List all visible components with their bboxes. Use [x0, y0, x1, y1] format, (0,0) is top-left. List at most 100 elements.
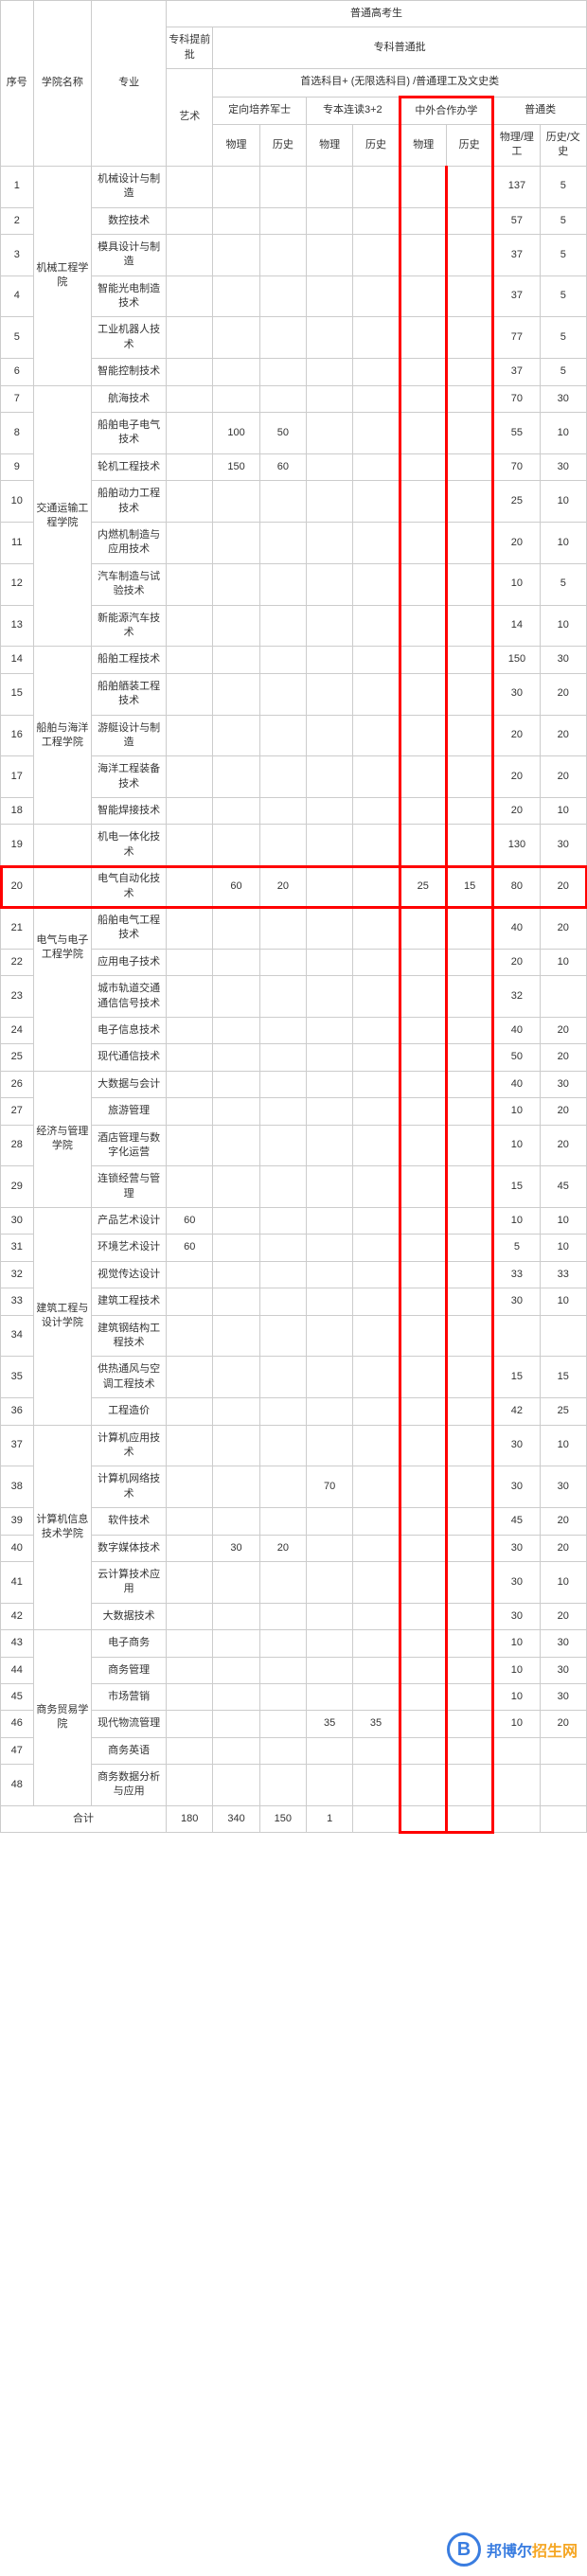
cell-major: 云计算技术应用 [92, 1561, 167, 1603]
cell-value: 37 [493, 234, 540, 275]
cell-value [213, 1508, 259, 1535]
cell-value [306, 1535, 352, 1561]
cell-major: 市场营销 [92, 1683, 167, 1710]
cell-value [167, 1657, 213, 1683]
cell-major: 商务数据分析与应用 [92, 1765, 167, 1806]
cell-value [259, 1166, 306, 1208]
cell-value [446, 605, 492, 647]
cell-value: 30 [540, 1683, 586, 1710]
cell-value [167, 1166, 213, 1208]
cell-major: 智能控制技术 [92, 359, 167, 385]
cell-value [446, 1765, 492, 1806]
cell-value [400, 1425, 446, 1466]
cell-value [259, 1561, 306, 1603]
cell-value [446, 1398, 492, 1425]
cell-major: 数字媒体技术 [92, 1535, 167, 1561]
cell-value [306, 1398, 352, 1425]
cell-value [446, 1466, 492, 1508]
cell-major: 汽车制造与试验技术 [92, 563, 167, 605]
cell-major: 船舶舾装工程技术 [92, 673, 167, 715]
cell-value [400, 207, 446, 234]
cell-value [400, 1315, 446, 1357]
cell-college: 交通运输工程学院 [33, 385, 92, 647]
cell-seq: 34 [1, 1315, 34, 1357]
cell-value [353, 866, 400, 908]
total-row: 合计1803401501 [1, 1805, 587, 1832]
cell-value [446, 522, 492, 563]
cell-seq: 48 [1, 1765, 34, 1806]
cell-value: 30 [213, 1535, 259, 1561]
cell-value: 15 [493, 1166, 540, 1208]
cell-value [400, 1017, 446, 1043]
cell-value [213, 1017, 259, 1043]
cell-value [167, 1071, 213, 1097]
cell-value: 5 [540, 563, 586, 605]
site-logo: B 邦博尔招生网 [447, 2532, 578, 2567]
cell-value: 10 [540, 522, 586, 563]
cell-major: 酒店管理与数字化运营 [92, 1125, 167, 1166]
cell-value: 10 [540, 798, 586, 825]
cell-value: 60 [167, 1208, 213, 1235]
cell-value [213, 385, 259, 412]
cell-seq: 46 [1, 1711, 34, 1737]
cell-value [400, 1235, 446, 1261]
cell-major: 海洋工程装备技术 [92, 756, 167, 798]
cell-value [353, 673, 400, 715]
cell-value: 25 [493, 481, 540, 523]
cell-value [213, 798, 259, 825]
cell-value [259, 207, 306, 234]
cell-value [167, 756, 213, 798]
cell-value: 77 [493, 317, 540, 359]
cell-value [259, 317, 306, 359]
cell-seq: 8 [1, 413, 34, 454]
cell-value [306, 1071, 352, 1097]
cell-value [167, 359, 213, 385]
cell-value [353, 1630, 400, 1657]
cell-seq: 29 [1, 1166, 34, 1208]
header-history-lit: 历史/文史 [540, 124, 586, 166]
cell-value [306, 1425, 352, 1466]
cell-value [306, 908, 352, 950]
cell-value [400, 1737, 446, 1764]
cell-seq: 41 [1, 1561, 34, 1603]
cell-value [400, 563, 446, 605]
cell-value [306, 866, 352, 908]
cell-major: 大数据技术 [92, 1603, 167, 1629]
cell-college: 经济与管理学院 [33, 1071, 92, 1207]
cell-value: 30 [493, 1603, 540, 1629]
cell-value [353, 1235, 400, 1261]
cell-value [400, 647, 446, 673]
table-row: 7交通运输工程学院航海技术7030 [1, 385, 587, 412]
cell-seq: 31 [1, 1235, 34, 1261]
cell-college: 建筑工程与设计学院 [33, 1208, 92, 1426]
cell-value [167, 275, 213, 317]
cell-value [446, 317, 492, 359]
cell-value [167, 1398, 213, 1425]
cell-total [540, 1805, 586, 1832]
cell-major: 电气自动化技术 [92, 866, 167, 908]
cell-value: 60 [167, 1235, 213, 1261]
cell-value [400, 1071, 446, 1097]
cell-college: 机械工程学院 [33, 166, 92, 385]
cell-value: 30 [540, 453, 586, 480]
cell-value: 14 [493, 605, 540, 647]
cell-value: 10 [493, 1657, 540, 1683]
cell-value [446, 1508, 492, 1535]
cell-value [167, 825, 213, 866]
cell-value [400, 1208, 446, 1235]
cell-value [446, 1657, 492, 1683]
cell-value [259, 1657, 306, 1683]
cell-seq: 3 [1, 234, 34, 275]
cell-value [446, 756, 492, 798]
cell-value [213, 207, 259, 234]
cell-value [306, 1737, 352, 1764]
cell-value [306, 798, 352, 825]
cell-value [213, 1398, 259, 1425]
cell-value [213, 166, 259, 207]
cell-value: 10 [540, 949, 586, 975]
cell-value [167, 1017, 213, 1043]
cell-value [167, 1288, 213, 1315]
cell-value: 20 [540, 673, 586, 715]
cell-seq: 13 [1, 605, 34, 647]
cell-value [306, 1561, 352, 1603]
